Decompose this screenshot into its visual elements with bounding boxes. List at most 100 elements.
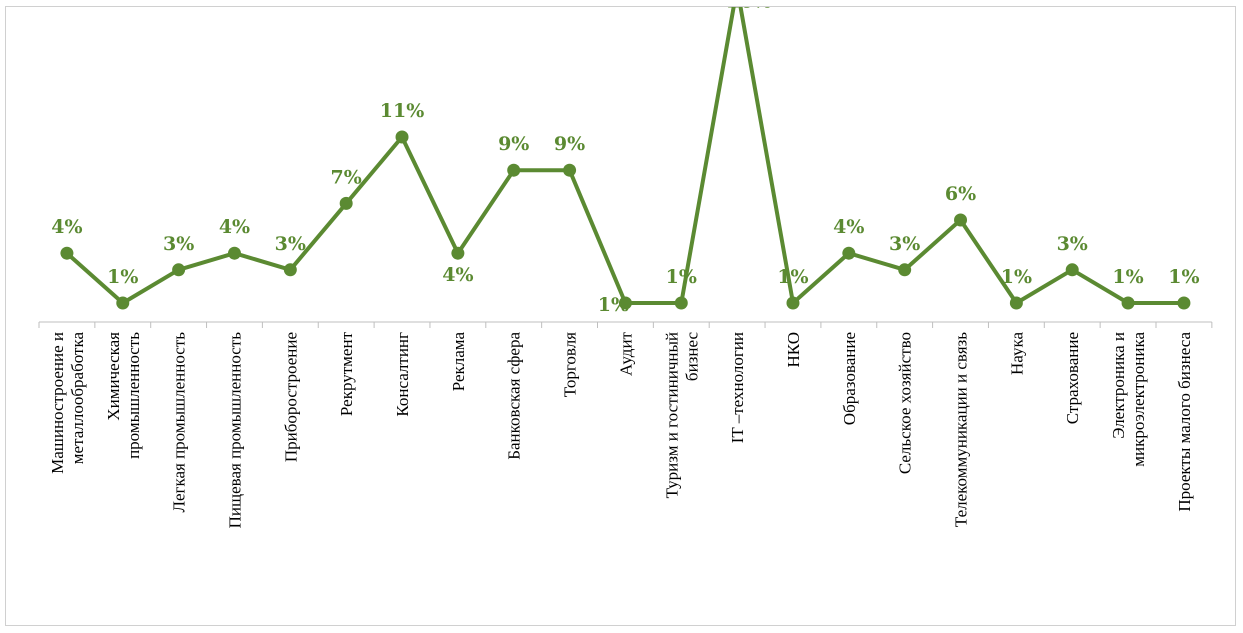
category-label-text: Сельское хозяйство bbox=[896, 332, 915, 474]
data-point bbox=[898, 263, 912, 277]
data-label: 4% bbox=[219, 216, 250, 238]
category-label: Пищевая промышленность bbox=[225, 332, 244, 529]
data-point bbox=[507, 163, 521, 177]
data-label: 9% bbox=[554, 133, 585, 155]
data-point bbox=[227, 246, 241, 260]
data-label: 3% bbox=[275, 233, 306, 255]
category-label-line: Наука bbox=[1007, 332, 1026, 375]
category-label: Туризм и гостиничныйбизнес bbox=[662, 332, 701, 499]
data-point bbox=[451, 246, 465, 260]
category-label-text: Банковская сфера bbox=[505, 332, 524, 460]
category-label: Реклама bbox=[449, 332, 468, 392]
category-label-line: Консалтинг bbox=[393, 332, 412, 417]
data-label: 1% bbox=[1001, 266, 1032, 288]
category-label-text: Наука bbox=[1007, 332, 1026, 375]
category-label: Банковская сфера bbox=[505, 332, 524, 460]
data-point bbox=[1065, 263, 1079, 277]
data-label: 3% bbox=[889, 233, 920, 255]
data-label: 11% bbox=[380, 100, 425, 122]
data-label: 9% bbox=[498, 133, 529, 155]
category-label-line: Образование bbox=[840, 332, 859, 425]
data-label: 1% bbox=[1112, 266, 1143, 288]
data-label: 1% bbox=[666, 266, 697, 288]
data-point bbox=[618, 296, 632, 310]
data-label: 20% bbox=[727, 7, 772, 13]
category-label: Консалтинг bbox=[393, 332, 412, 417]
data-label: 1% bbox=[1168, 266, 1199, 288]
category-label: Наука bbox=[1007, 332, 1026, 375]
data-label: 1% bbox=[777, 266, 808, 288]
category-label-text: Консалтинг bbox=[393, 332, 412, 417]
category-label-line: Аудит bbox=[616, 331, 635, 376]
category-label: Рекрутмент bbox=[337, 331, 356, 416]
data-point bbox=[842, 246, 856, 260]
data-label: 6% bbox=[945, 183, 976, 205]
category-label-text: Аудит bbox=[616, 331, 635, 376]
data-label: 1% bbox=[107, 266, 138, 288]
category-label-line: Телекоммуникации и связь bbox=[952, 332, 971, 527]
category-label-line: Машиностроение и bbox=[48, 332, 67, 474]
category-label-line: Пищевая промышленность bbox=[225, 332, 244, 529]
data-point bbox=[786, 296, 800, 310]
category-label-text: Проекты малого бизнеса bbox=[1175, 332, 1194, 512]
category-label-text: Образование bbox=[840, 332, 859, 425]
category-label-line: Рекрутмент bbox=[337, 331, 356, 416]
data-point bbox=[116, 296, 130, 310]
category-label: Сельское хозяйство bbox=[896, 332, 915, 474]
category-label-line: IT –технологии bbox=[728, 332, 747, 443]
category-label: Химическаяпромышленность bbox=[104, 332, 143, 459]
category-label-text: Машиностроение иметаллообработка bbox=[48, 332, 87, 474]
category-label-line: Легкая промышленность bbox=[170, 332, 189, 513]
category-label: Телекоммуникации и связь bbox=[952, 332, 971, 527]
category-label-line: Страхование bbox=[1063, 332, 1082, 424]
category-label: Образование bbox=[840, 332, 859, 425]
category-label-text: Рекрутмент bbox=[337, 331, 356, 416]
category-label-line: Химическая bbox=[104, 332, 123, 421]
category-label-text: Пищевая промышленность bbox=[225, 332, 244, 529]
category-label-line: Проекты малого бизнеса bbox=[1175, 332, 1194, 512]
category-label: Электроника имикроэлектроника bbox=[1109, 332, 1148, 467]
data-label: 4% bbox=[51, 216, 82, 238]
category-label-text: Торговля bbox=[561, 332, 580, 397]
category-label-line: Сельское хозяйство bbox=[896, 332, 915, 474]
data-label: 3% bbox=[1057, 233, 1088, 255]
data-label: 3% bbox=[163, 233, 194, 255]
data-point bbox=[1177, 296, 1191, 310]
category-label-line: НКО bbox=[784, 332, 803, 367]
line-chart: 4% 1% 3% 4% 3% 7% 11% 4% 9% 9% 1% 1% 20% 1% 4% 3% 6% 1% 3%… bbox=[38, 7, 1213, 529]
data-label: 1% bbox=[598, 294, 629, 316]
category-label: IT –технологии bbox=[728, 332, 747, 443]
category-label: Машиностроение иметаллообработка bbox=[48, 332, 87, 474]
category-label-line: Электроника и bbox=[1109, 332, 1128, 439]
category-label-text: Страхование bbox=[1063, 332, 1082, 424]
category-label-text: Туризм и гостиничныйбизнес bbox=[662, 332, 701, 499]
category-label-text: Химическаяпромышленность bbox=[104, 332, 143, 459]
category-label-text: Электроника имикроэлектроника bbox=[1109, 332, 1148, 467]
category-label: Проекты малого бизнеса bbox=[1175, 332, 1194, 512]
category-label: Приборостроение bbox=[281, 332, 300, 462]
category-label-text: IT –технологии bbox=[728, 332, 747, 443]
category-label-line: Торговля bbox=[561, 332, 580, 397]
category-label-line: Туризм и гостиничный bbox=[662, 332, 681, 498]
category-label-text: Телекоммуникации и связь bbox=[952, 332, 971, 527]
category-label-line: Приборостроение bbox=[281, 332, 300, 462]
data-point bbox=[1121, 296, 1135, 310]
data-point bbox=[339, 196, 353, 210]
data-point bbox=[674, 296, 688, 310]
data-point bbox=[60, 246, 74, 260]
data-label: 4% bbox=[833, 216, 864, 238]
category-label-line: промышленность bbox=[124, 332, 143, 459]
category-label: Страхование bbox=[1063, 332, 1082, 424]
category-label: Аудит bbox=[616, 331, 635, 376]
category-label: Торговля bbox=[561, 332, 580, 397]
data-point bbox=[283, 263, 297, 277]
chart-frame: 4% 1% 3% 4% 3% 7% 11% 4% 9% 9% 1% 1% 20% 1% 4% 3% 6% 1% 3%… bbox=[5, 6, 1236, 626]
data-point bbox=[172, 263, 186, 277]
category-label-text: Приборостроение bbox=[281, 332, 300, 462]
data-point bbox=[1009, 296, 1023, 310]
data-point bbox=[954, 213, 968, 227]
category-label-line: бизнес bbox=[682, 332, 701, 382]
category-label-line: микроэлектроника bbox=[1129, 332, 1148, 467]
category-label-line: Реклама bbox=[449, 332, 468, 392]
category-label-text: Легкая промышленность bbox=[170, 332, 189, 513]
